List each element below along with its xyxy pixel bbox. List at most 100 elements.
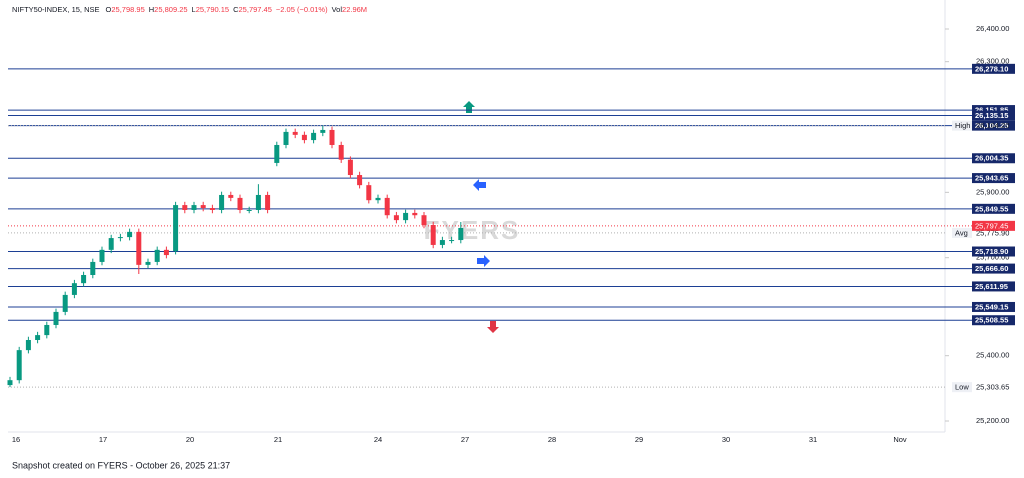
candle-body (311, 132, 317, 141)
candle-body (127, 231, 133, 238)
x-tick-label: 17 (99, 435, 107, 444)
candle-body (145, 261, 151, 265)
header: NIFTY50-INDEX, 15, NSE O25,798.95 H25,809.… (12, 5, 367, 14)
candle-body (200, 205, 206, 209)
candle-body (347, 159, 353, 176)
candle-body (255, 194, 261, 210)
level-label: 25,508.55 (975, 316, 1008, 325)
level-label: 26,004.35 (975, 154, 1008, 163)
candle-body (163, 249, 169, 256)
candle-body (90, 261, 96, 275)
candle-body (329, 129, 335, 145)
candle-body (136, 231, 142, 265)
level-label-box (972, 281, 1015, 292)
marker-label: High (955, 121, 970, 130)
last-price-label: 25,797.45 (975, 221, 1008, 230)
x-tick-label: 29 (635, 435, 643, 444)
level-label: 25,611.95 (975, 282, 1008, 291)
candle-body (117, 237, 123, 239)
candle-body (421, 215, 427, 226)
level-label-box (972, 203, 1015, 214)
marker-value: 25,303.65 (976, 383, 1009, 392)
candle-body (274, 144, 280, 163)
level-label-box (972, 110, 1015, 121)
marker-label: Avg (955, 228, 968, 237)
field-value: 25,809.25 (154, 5, 187, 14)
candle-body (430, 225, 436, 245)
candle-body (393, 215, 399, 221)
marker-label: Low (955, 383, 969, 392)
candle-body (458, 227, 464, 241)
level-label-box (972, 315, 1015, 326)
level-label: 26,278.10 (975, 64, 1008, 73)
candle-body (108, 238, 114, 250)
volume: 22.96M (342, 5, 367, 14)
candle-body (412, 212, 418, 216)
y-tick-label: 25,400.00 (976, 351, 1009, 360)
marker-label-box (952, 120, 972, 131)
x-tick-label: 20 (186, 435, 194, 444)
candle-body (237, 197, 243, 210)
candle-body (246, 209, 252, 211)
candle-body (81, 274, 87, 284)
level-label: 25,849.55 (975, 204, 1008, 213)
candle-body (228, 194, 234, 198)
watermark: FYERS (424, 215, 521, 245)
candle-body (449, 240, 455, 242)
candle-body (265, 194, 271, 210)
y-tick-label: 26,400.00 (976, 24, 1009, 33)
level-label: 25,718.90 (975, 247, 1008, 256)
arrow-down (487, 321, 499, 333)
candle-body (384, 197, 390, 216)
candle-body (357, 175, 363, 186)
marker-label-box (952, 382, 972, 393)
x-tick-label: 31 (809, 435, 817, 444)
field-label: O (106, 5, 112, 14)
candle-body (283, 131, 289, 145)
y-tick-label: 25,200.00 (976, 416, 1009, 425)
x-tick-label: 21 (274, 435, 282, 444)
field-value: 25,790.15 (196, 5, 229, 14)
candle-body (16, 350, 22, 381)
candle-body (191, 205, 197, 210)
symbol: NIFTY50-INDEX, 15, NSE (12, 5, 100, 14)
level-label-box (972, 105, 1015, 116)
last-price-box (972, 220, 1015, 231)
candle-body (301, 134, 307, 141)
x-tick-label: 16 (12, 435, 20, 444)
candle-body (62, 294, 68, 312)
candle-body (439, 240, 445, 245)
change: −2.05 (−0.01%) (276, 5, 328, 14)
candle-body (99, 249, 105, 262)
field-label: C (233, 5, 239, 14)
candle-body (338, 144, 344, 160)
volume-label: Vol (332, 5, 343, 14)
field-label: L (192, 5, 196, 14)
marker-value: 25,775.90 (976, 228, 1009, 237)
candle-body (292, 131, 298, 135)
level-label-box (972, 120, 1015, 131)
candle-body (25, 340, 31, 351)
level-label-box (972, 173, 1015, 184)
x-tick-label: 28 (548, 435, 556, 444)
candle-body (71, 283, 77, 295)
candle-body (182, 205, 188, 210)
x-tick-label: Nov (893, 435, 907, 444)
header-text: NIFTY50-INDEX, 15, NSE O25,798.95 H25,809.… (12, 5, 367, 14)
candle-body (209, 208, 215, 210)
field-value: 25,798.95 (111, 5, 144, 14)
y-tick-label: 25,900.00 (976, 187, 1009, 196)
level-label-box (972, 246, 1015, 257)
candle-body (173, 205, 179, 252)
candle-body (375, 197, 381, 201)
y-tick-label: 26,300.00 (976, 57, 1009, 66)
level-label-box (972, 153, 1015, 164)
candle-body (219, 194, 225, 210)
level-label: 26,104.25 (975, 121, 1008, 130)
level-label: 26,151.85 (975, 106, 1008, 115)
level-label-box (972, 63, 1015, 74)
candle-body (53, 311, 59, 325)
marker-value: 26,104.20 (976, 121, 1009, 130)
